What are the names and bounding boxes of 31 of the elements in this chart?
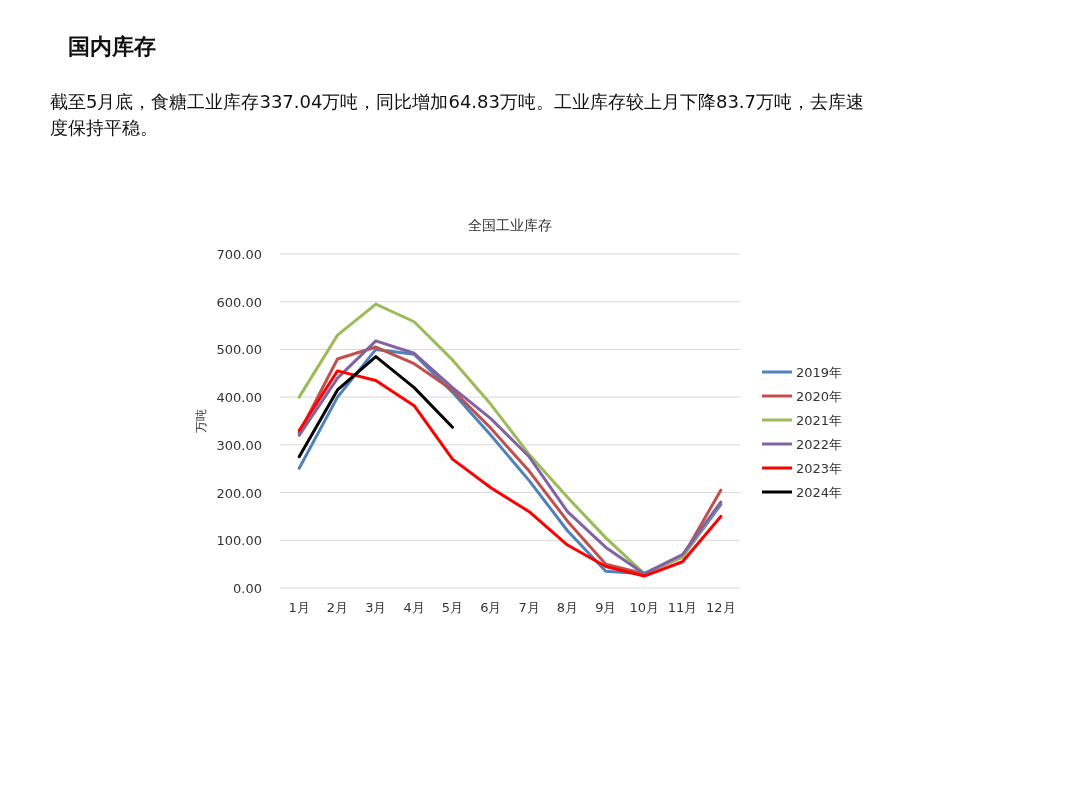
x-tick-label: 2月 (326, 600, 349, 615)
x-tick-label: 4月 (403, 600, 425, 615)
x-tick-label: 1月 (288, 600, 310, 615)
y-tick-label: 400.00 (216, 390, 262, 406)
y-tick-label: 600.00 (216, 294, 262, 310)
legend-label: 2023年 (796, 461, 843, 476)
chart-title: 全国工业库存 (468, 217, 552, 233)
x-tick-label: 11月 (667, 600, 698, 615)
legend-label: 2019年 (796, 365, 843, 380)
y-tick-label: 300.00 (216, 437, 262, 453)
text: 国内库存 (68, 34, 156, 59)
x-tick-label: 8月 (556, 600, 579, 615)
x-tick-label: 10月 (629, 600, 659, 615)
y-tick-label: 200.00 (216, 485, 262, 501)
legend-label: 2021年 (796, 413, 843, 428)
legend-label: 2022年 (796, 437, 843, 452)
y-tick-label: 700.00 (216, 247, 262, 262)
x-tick-label: 7月 (518, 600, 540, 615)
x-tick-label: 9月 (595, 600, 617, 615)
x-tick-label: 5月 (441, 600, 464, 615)
x-tick-label: 6月 (480, 600, 502, 615)
x-tick-label: 3月 (365, 600, 387, 615)
y-axis-title: 万吨 (194, 409, 208, 433)
legend-label: 2024年 (796, 485, 843, 500)
text: 截至5月底，食糖工业库存337.04万吨，同比增加64.83万吨。工业库存较上月下降83.7万吨，去库速度保持平稳。 (50, 91, 865, 138)
y-tick-label: 0.00 (233, 581, 262, 596)
y-tick-label: 100.00 (216, 533, 262, 549)
line-series (297, 355, 454, 459)
x-tick-label: 12月 (706, 600, 736, 615)
y-tick-label: 500.00 (216, 342, 262, 358)
legend-label: 2020年 (796, 389, 843, 404)
